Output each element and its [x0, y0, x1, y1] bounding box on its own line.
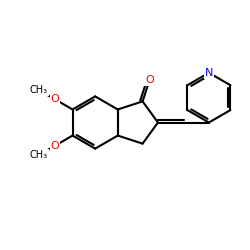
Text: N: N: [205, 68, 213, 78]
Text: CH₃: CH₃: [30, 85, 48, 95]
Text: O: O: [145, 75, 154, 85]
Text: CH₃: CH₃: [30, 150, 48, 160]
Text: O: O: [50, 94, 59, 104]
Text: O: O: [50, 141, 59, 151]
